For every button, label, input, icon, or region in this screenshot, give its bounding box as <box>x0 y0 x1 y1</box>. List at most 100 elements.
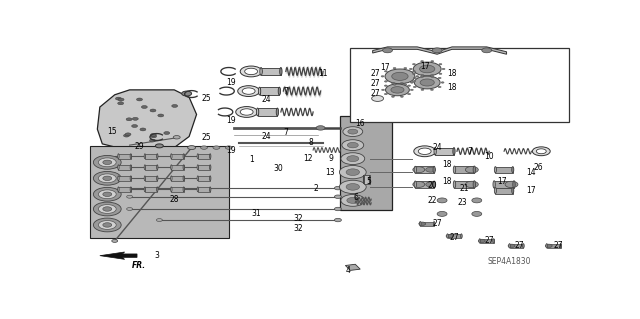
Circle shape <box>384 93 387 95</box>
Ellipse shape <box>369 175 370 184</box>
Circle shape <box>410 82 413 83</box>
Circle shape <box>132 124 138 128</box>
Bar <box>118 165 131 170</box>
Circle shape <box>385 84 410 96</box>
Text: 27: 27 <box>484 236 494 245</box>
Text: 29: 29 <box>134 142 145 151</box>
Bar <box>145 165 157 170</box>
Circle shape <box>213 146 220 149</box>
Bar <box>172 154 184 159</box>
Text: 28: 28 <box>170 195 179 204</box>
Text: 24: 24 <box>261 95 271 104</box>
Circle shape <box>437 198 447 203</box>
Bar <box>454 166 474 174</box>
Ellipse shape <box>257 108 259 116</box>
Ellipse shape <box>493 239 495 243</box>
Text: 8: 8 <box>308 138 313 147</box>
Ellipse shape <box>494 167 497 173</box>
Text: 20: 20 <box>428 181 437 190</box>
Ellipse shape <box>144 176 146 181</box>
Circle shape <box>236 107 257 117</box>
Circle shape <box>381 89 385 91</box>
Bar <box>447 234 461 238</box>
Text: 15: 15 <box>108 127 117 136</box>
Text: 27: 27 <box>450 233 460 242</box>
Polygon shape <box>346 264 360 271</box>
Circle shape <box>158 114 164 117</box>
Circle shape <box>431 75 433 76</box>
Text: 5: 5 <box>367 177 372 187</box>
Circle shape <box>421 75 424 76</box>
Circle shape <box>346 183 360 190</box>
Bar <box>145 154 157 159</box>
Circle shape <box>545 244 552 248</box>
Bar <box>364 175 370 184</box>
Text: 4: 4 <box>346 266 350 275</box>
Text: 32: 32 <box>293 224 303 233</box>
Circle shape <box>93 155 121 169</box>
Circle shape <box>431 89 433 91</box>
Circle shape <box>420 76 424 78</box>
Ellipse shape <box>209 176 211 181</box>
Circle shape <box>508 244 515 248</box>
Ellipse shape <box>183 154 184 159</box>
Circle shape <box>127 208 132 211</box>
Circle shape <box>384 85 387 86</box>
Circle shape <box>385 69 415 84</box>
Bar <box>415 181 434 188</box>
Circle shape <box>348 142 358 148</box>
Circle shape <box>465 167 478 173</box>
Ellipse shape <box>130 165 132 170</box>
Ellipse shape <box>157 154 158 159</box>
Circle shape <box>413 167 425 173</box>
Bar <box>509 244 524 248</box>
Circle shape <box>346 169 360 175</box>
Circle shape <box>381 76 384 77</box>
Circle shape <box>412 70 415 72</box>
Circle shape <box>536 149 547 154</box>
Ellipse shape <box>512 188 514 194</box>
Circle shape <box>124 134 129 137</box>
Circle shape <box>372 95 383 101</box>
Ellipse shape <box>197 176 198 181</box>
Text: 14: 14 <box>527 168 536 177</box>
Bar <box>172 176 184 181</box>
Bar <box>350 48 568 122</box>
Circle shape <box>103 207 112 211</box>
Circle shape <box>419 148 431 154</box>
Circle shape <box>431 61 434 62</box>
Text: 16: 16 <box>355 119 365 128</box>
Circle shape <box>200 146 207 149</box>
Bar <box>261 68 281 75</box>
Text: 27: 27 <box>432 219 442 228</box>
Ellipse shape <box>118 154 119 159</box>
Ellipse shape <box>183 165 184 170</box>
Ellipse shape <box>546 244 548 248</box>
Bar <box>118 187 131 192</box>
Text: 7: 7 <box>284 128 288 137</box>
Circle shape <box>335 195 341 198</box>
Circle shape <box>150 109 156 112</box>
Circle shape <box>391 87 404 93</box>
Ellipse shape <box>197 154 198 159</box>
Circle shape <box>532 147 550 156</box>
Ellipse shape <box>276 108 278 116</box>
Bar <box>198 187 210 192</box>
Circle shape <box>412 63 415 65</box>
Text: 27: 27 <box>371 89 380 98</box>
Circle shape <box>431 76 434 78</box>
Ellipse shape <box>512 167 514 173</box>
Circle shape <box>482 48 492 53</box>
Bar <box>198 176 210 181</box>
Circle shape <box>421 89 424 91</box>
Text: FR.: FR. <box>132 261 146 270</box>
Ellipse shape <box>473 166 476 174</box>
Ellipse shape <box>209 165 211 170</box>
Circle shape <box>412 81 415 82</box>
Circle shape <box>156 219 163 221</box>
Bar <box>198 165 210 170</box>
Circle shape <box>156 144 163 148</box>
Ellipse shape <box>278 87 280 95</box>
Ellipse shape <box>171 165 172 170</box>
Bar <box>480 239 493 243</box>
